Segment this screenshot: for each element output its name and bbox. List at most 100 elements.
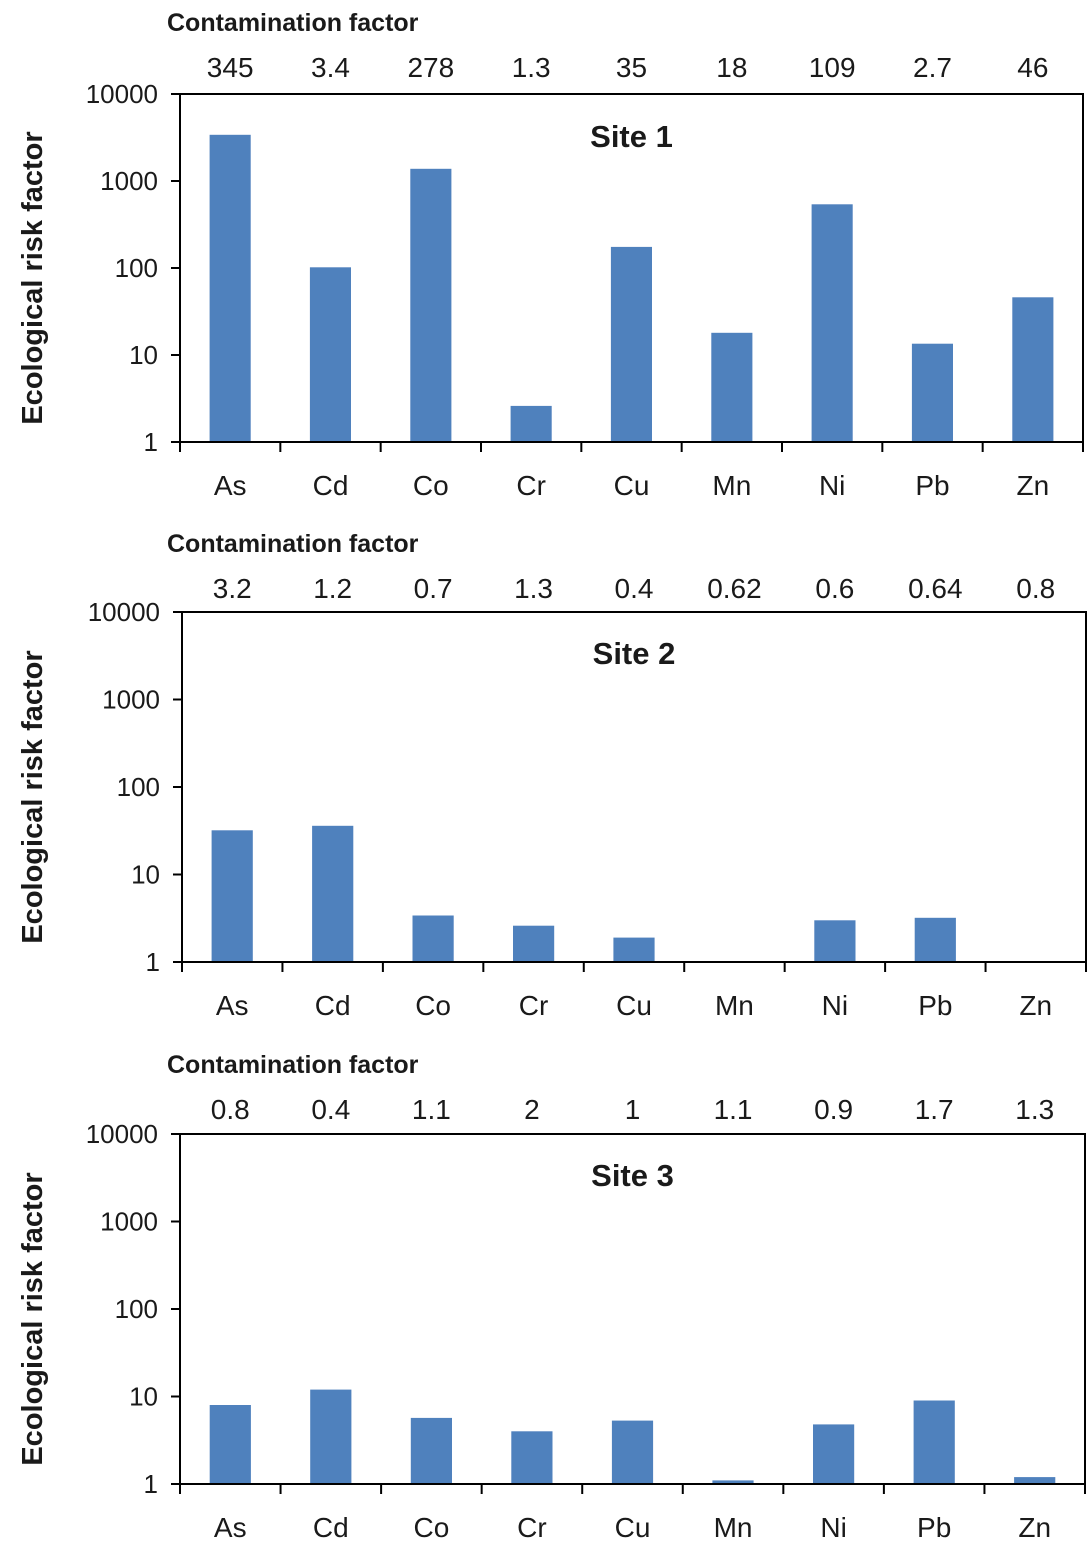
- contamination-factor-value: 1.1: [714, 1094, 753, 1125]
- y-tick-label: 10000: [86, 1119, 158, 1149]
- y-tick-label: 1: [146, 947, 160, 977]
- x-tick-label: Pb: [917, 1512, 951, 1542]
- x-tick-label: Mn: [712, 470, 751, 501]
- bar-pb: [913, 1400, 955, 1484]
- contamination-factor-value: 2: [524, 1094, 540, 1125]
- contamination-factor-value: 1.2: [313, 573, 352, 604]
- bar-ni: [811, 204, 853, 442]
- y-tick-label: 10000: [88, 597, 160, 627]
- chart-title: Site 2: [593, 636, 676, 671]
- contamination-factor-value: 0.7: [414, 573, 453, 604]
- y-axis-label: Ecological risk factor: [17, 650, 49, 943]
- contamination-factor-value: 1.3: [514, 573, 553, 604]
- x-tick-label: Co: [413, 1512, 449, 1542]
- x-tick-label: Co: [415, 990, 451, 1021]
- contamination-factor-value: 1: [625, 1094, 641, 1125]
- y-tick-label: 10: [129, 1382, 158, 1412]
- y-tick-label: 1: [144, 1469, 158, 1499]
- bar-pb: [914, 917, 956, 962]
- contamination-factor-value: 0.64: [908, 573, 963, 604]
- bar-zn: [1012, 297, 1054, 442]
- x-tick-label: Co: [413, 470, 449, 501]
- bar-ni: [813, 1424, 855, 1484]
- x-tick-label: Cd: [313, 1512, 349, 1542]
- bar-cd: [309, 267, 351, 442]
- contamination-factor-value: 1.1: [412, 1094, 451, 1125]
- bar-co: [410, 168, 452, 443]
- y-tick-label: 10: [129, 340, 158, 370]
- bar-mn: [712, 1480, 754, 1484]
- x-tick-label: As: [216, 990, 249, 1021]
- chart-panel-1: 1 10 100 1000 10000 As Cd Co Cr Cu Mn Ni Pb Zn Contami…: [17, 9, 1084, 501]
- contamination-factor-value: 1.7: [915, 1094, 954, 1125]
- contamination-factor-value: 278: [407, 52, 454, 83]
- x-tick-label: Ni: [820, 1512, 846, 1542]
- contamination-factor-value: 1.3: [1015, 1094, 1054, 1125]
- contamination-factor-value: 2.7: [913, 52, 952, 83]
- bar-cd: [310, 1389, 352, 1484]
- x-tick-label: Cd: [315, 990, 351, 1021]
- contamination-factor-value: 3.4: [311, 52, 350, 83]
- bar-zn: [1014, 1477, 1056, 1484]
- contamination-factor-value: 345: [207, 52, 254, 83]
- contamination-factor-title: Contamination factor: [167, 1051, 419, 1079]
- contamination-factor-value: 1.3: [512, 52, 551, 83]
- y-axis-label: Ecological risk factor: [17, 131, 49, 424]
- bar-mn: [711, 332, 753, 442]
- x-tick-label: Zn: [1018, 1512, 1051, 1542]
- bar-cu: [611, 1420, 654, 1484]
- x-tick-label: Pb: [915, 470, 949, 501]
- y-tick-label: 1000: [100, 1207, 158, 1237]
- x-tick-label: Ni: [819, 470, 845, 501]
- contamination-factor-title: Contamination factor: [167, 9, 419, 37]
- y-tick-label: 1000: [100, 166, 158, 196]
- x-tick-label: Cr: [517, 1512, 547, 1542]
- x-tick-label: As: [214, 1512, 247, 1542]
- y-tick-label: 10000: [86, 79, 158, 109]
- chart-title: Site 3: [591, 1158, 674, 1193]
- bar-pb: [911, 343, 953, 442]
- y-tick-label: 100: [115, 1294, 158, 1324]
- x-tick-label: Cu: [614, 470, 650, 501]
- x-tick-label: As: [214, 470, 247, 501]
- bar-cr: [513, 925, 555, 962]
- x-tick-label: Ni: [822, 990, 848, 1021]
- y-axis-label: Ecological risk factor: [17, 1172, 49, 1465]
- x-tick-label: Pb: [918, 990, 952, 1021]
- bar-as: [209, 134, 251, 443]
- contamination-factor-value: 46: [1017, 52, 1048, 83]
- bar-cr: [511, 1431, 553, 1484]
- bar-as: [211, 830, 253, 962]
- chart-title: Site 1: [590, 119, 673, 154]
- x-tick-label: Cd: [313, 470, 349, 501]
- chart-panel-3: 1 10 100 1000 10000 As Cd Co Cr Cu Mn Ni Pb Zn Contami…: [17, 1051, 1086, 1542]
- contamination-factor-value: 0.9: [814, 1094, 853, 1125]
- contamination-factor-title: Contamination factor: [167, 530, 419, 558]
- bar-as: [209, 1405, 251, 1484]
- x-tick-label: Mn: [715, 990, 754, 1021]
- bar-cr: [510, 405, 552, 442]
- bar-co: [410, 1417, 452, 1484]
- x-tick-label: Mn: [714, 1512, 753, 1542]
- bar-cd: [312, 825, 354, 962]
- y-tick-label: 1000: [102, 685, 160, 715]
- contamination-factor-value: 0.62: [707, 573, 762, 604]
- contamination-factor-value: 0.8: [211, 1094, 250, 1125]
- y-tick-label: 100: [115, 253, 158, 283]
- bar-ni: [814, 920, 856, 962]
- y-tick-label: 1: [144, 427, 158, 457]
- bar-co: [412, 915, 454, 962]
- contamination-factor-value: 3.2: [213, 573, 252, 604]
- y-tick-label: 100: [117, 772, 160, 802]
- bar-cu: [610, 246, 652, 442]
- x-tick-label: Cr: [516, 470, 546, 501]
- contamination-factor-value: 0.4: [311, 1094, 350, 1125]
- contamination-factor-value: 0.4: [615, 573, 654, 604]
- chart-panel-2: 1 10 100 1000 10000 As Cd Co Cr Cu Mn Ni Pb Zn Contami…: [17, 530, 1087, 1021]
- contamination-factor-value: 0.8: [1016, 573, 1055, 604]
- y-tick-label: 10: [131, 860, 160, 890]
- x-tick-label: Cr: [519, 990, 549, 1021]
- x-tick-label: Cu: [616, 990, 652, 1021]
- x-tick-label: Zn: [1019, 990, 1052, 1021]
- contamination-factor-value: 109: [809, 52, 856, 83]
